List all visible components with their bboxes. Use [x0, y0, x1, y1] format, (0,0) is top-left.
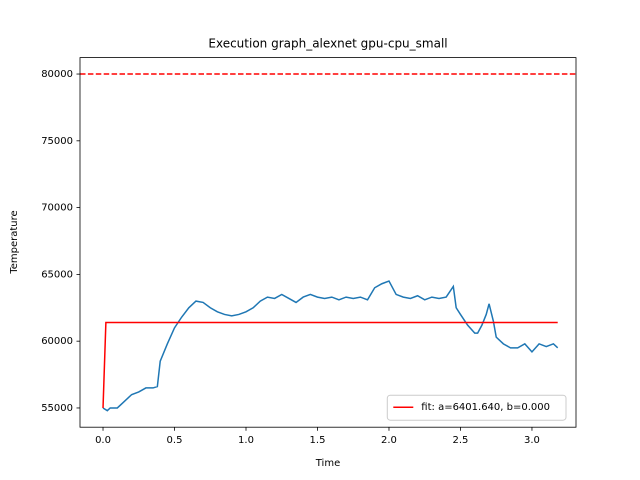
series-line	[102, 321, 558, 408]
y-tick-label: 65000	[41, 269, 73, 280]
x-tick-label: 0.5	[167, 435, 183, 446]
y-tick-label: 70000	[41, 203, 73, 214]
y-axis-label: Temperature	[9, 210, 20, 274]
y-tick-label: 75000	[41, 136, 73, 147]
axes-frame	[79, 57, 577, 428]
legend-label: fit: a=6401.640, b=0.000	[421, 402, 550, 413]
y-tick-label: 55000	[41, 403, 73, 414]
legend-box	[386, 394, 567, 421]
x-tick-label: 3.0	[524, 435, 540, 446]
x-tick-label: 2.5	[453, 435, 469, 446]
series-line	[102, 280, 559, 412]
x-tick-label: 1.0	[238, 435, 254, 446]
x-axis-label: Time	[315, 458, 340, 469]
x-tick-label: 0.0	[95, 435, 111, 446]
y-tick-label: 80000	[41, 69, 73, 80]
x-tick-label: 2.0	[381, 435, 397, 446]
chart-title: Execution graph_alexnet gpu-cpu_small	[208, 37, 447, 51]
y-tick-label: 60000	[41, 336, 73, 347]
x-tick-label: 1.5	[310, 435, 326, 446]
